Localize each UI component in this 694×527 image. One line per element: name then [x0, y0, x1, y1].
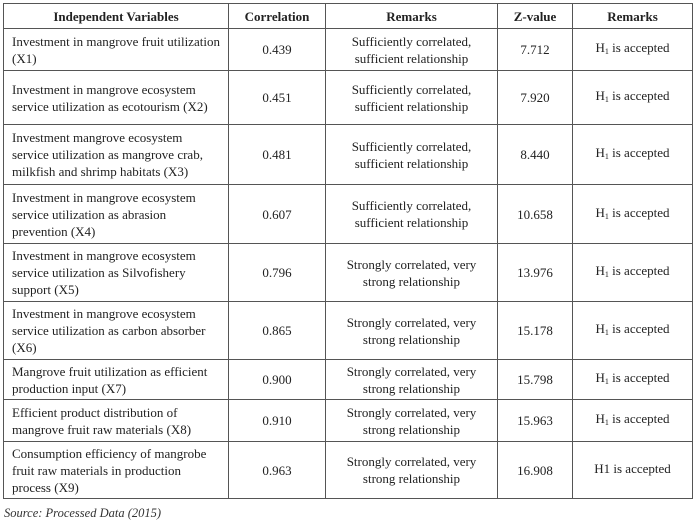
hypothesis-base: H [595, 40, 605, 55]
hypothesis-base: H [595, 321, 605, 336]
variable-cell: Investment in mangrove fruit utilization… [3, 28, 229, 71]
hypothesis-subscript: 1 [604, 418, 609, 427]
correlation-cell: 0.607 [228, 184, 326, 244]
hypothesis-cell: H1 is accepted [572, 399, 693, 442]
hypothesis-rest: is accepted [608, 88, 670, 103]
hypothesis-cell: H1 is accepted [572, 28, 693, 71]
table-row: Investment in mangrove ecosystem service… [3, 70, 693, 125]
header-independent-variables: Independent Variables [3, 3, 229, 29]
results-table: Independent Variables Correlation Remark… [3, 3, 693, 499]
z-value-cell: 13.976 [497, 243, 573, 302]
z-value-cell: 15.798 [497, 359, 573, 400]
header-row: Independent Variables Correlation Remark… [3, 3, 693, 29]
hypothesis-base: H1 is accepted [594, 460, 671, 476]
hypothesis-cell: H1 is accepted [572, 359, 693, 400]
z-value-cell: 16.908 [497, 441, 573, 499]
remarks-cell: Strongly correlated, very strong relatio… [325, 399, 498, 442]
variable-cell: Mangrove fruit utilization as efficient … [3, 359, 229, 400]
z-value-cell: 7.712 [497, 28, 573, 71]
remarks-cell: Strongly correlated, very strong relatio… [325, 301, 498, 360]
header-correlation: Correlation [228, 3, 326, 29]
source-note: Source: Processed Data (2015) [4, 506, 162, 520]
hypothesis-subscript: 1 [604, 152, 609, 161]
hypothesis-cell: H1 is accepted [572, 301, 693, 360]
hypothesis-rest: is accepted [608, 40, 670, 55]
hypothesis-base: H [595, 263, 605, 278]
hypothesis-rest: is accepted [608, 370, 670, 385]
table-row: Consumption efficiency of mangrobe fruit… [3, 441, 693, 499]
header-z-value: Z-value [497, 3, 573, 29]
remarks-cell: Strongly correlated, very strong relatio… [325, 441, 498, 499]
hypothesis-subscript: 1 [604, 211, 609, 221]
hypothesis-rest: is accepted [608, 204, 670, 220]
z-value-cell: 7.920 [497, 70, 573, 125]
header-hypothesis-remarks: Remarks [572, 3, 693, 29]
hypothesis-cell: H1 is accepted [572, 243, 693, 302]
correlation-cell: 0.481 [228, 124, 326, 185]
variable-cell: Investment in mangrove ecosystem service… [3, 243, 229, 302]
variable-cell: Investment in mangrove ecosystem service… [3, 70, 229, 125]
z-value-cell: 8.440 [497, 124, 573, 185]
hypothesis-rest: is accepted [608, 263, 670, 278]
table-row: Investment in mangrove ecosystem service… [3, 301, 693, 360]
variable-cell: Efficient product distribution of mangro… [3, 399, 229, 442]
z-value-cell: 10.658 [497, 184, 573, 244]
table-row: Efficient product distribution of mangro… [3, 399, 693, 442]
remarks-cell: Strongly correlated, very strong relatio… [325, 359, 498, 400]
hypothesis-subscript: 1 [604, 377, 609, 386]
hypothesis-cell: H1 is accepted [572, 124, 693, 185]
remarks-cell: Sufficiently correlated, sufficient rela… [325, 28, 498, 71]
remarks-cell: Strongly correlated, very strong relatio… [325, 243, 498, 302]
remarks-cell: Sufficiently correlated, sufficient rela… [325, 184, 498, 244]
hypothesis-rest: is accepted [608, 145, 670, 160]
hypothesis-base: H [595, 204, 605, 220]
variable-cell: Investment in mangrove ecosystem service… [3, 301, 229, 360]
hypothesis-subscript: 1 [604, 328, 609, 337]
hypothesis-base: H [595, 88, 605, 103]
variable-cell: Investment in mangrove ecosystem service… [3, 184, 229, 244]
table-row: Investment in mangrove ecosystem service… [3, 184, 693, 244]
hypothesis-subscript: 1 [604, 270, 609, 279]
correlation-cell: 0.796 [228, 243, 326, 302]
hypothesis-base: H [595, 145, 605, 160]
hypothesis-cell: H1 is accepted [572, 441, 693, 499]
remarks-cell: Sufficiently correlated, sufficient rela… [325, 70, 498, 125]
hypothesis-cell: H1 is accepted [572, 70, 693, 125]
table-row: Investment in mangrove ecosystem service… [3, 243, 693, 302]
variable-cell: Consumption efficiency of mangrobe fruit… [3, 441, 229, 499]
hypothesis-rest: is accepted [608, 321, 670, 336]
hypothesis-base: H [595, 411, 605, 426]
table-row: Investment in mangrove fruit utilization… [3, 28, 693, 71]
table-row: Investment mangrove ecosystem service ut… [3, 124, 693, 185]
variable-cell: Investment mangrove ecosystem service ut… [3, 124, 229, 185]
correlation-cell: 0.910 [228, 399, 326, 442]
correlation-cell: 0.963 [228, 441, 326, 499]
header-remarks: Remarks [325, 3, 498, 29]
hypothesis-rest: is accepted [608, 411, 670, 426]
correlation-cell: 0.900 [228, 359, 326, 400]
table-row: Mangrove fruit utilization as efficient … [3, 359, 693, 400]
hypothesis-cell: H1 is accepted [572, 184, 693, 244]
correlation-cell: 0.865 [228, 301, 326, 360]
remarks-cell: Sufficiently correlated, sufficient rela… [325, 124, 498, 185]
correlation-cell: 0.439 [228, 28, 326, 71]
hypothesis-subscript: 1 [604, 47, 609, 56]
z-value-cell: 15.178 [497, 301, 573, 360]
z-value-cell: 15.963 [497, 399, 573, 442]
hypothesis-base: H [595, 370, 605, 385]
correlation-cell: 0.451 [228, 70, 326, 125]
hypothesis-subscript: 1 [604, 95, 609, 104]
